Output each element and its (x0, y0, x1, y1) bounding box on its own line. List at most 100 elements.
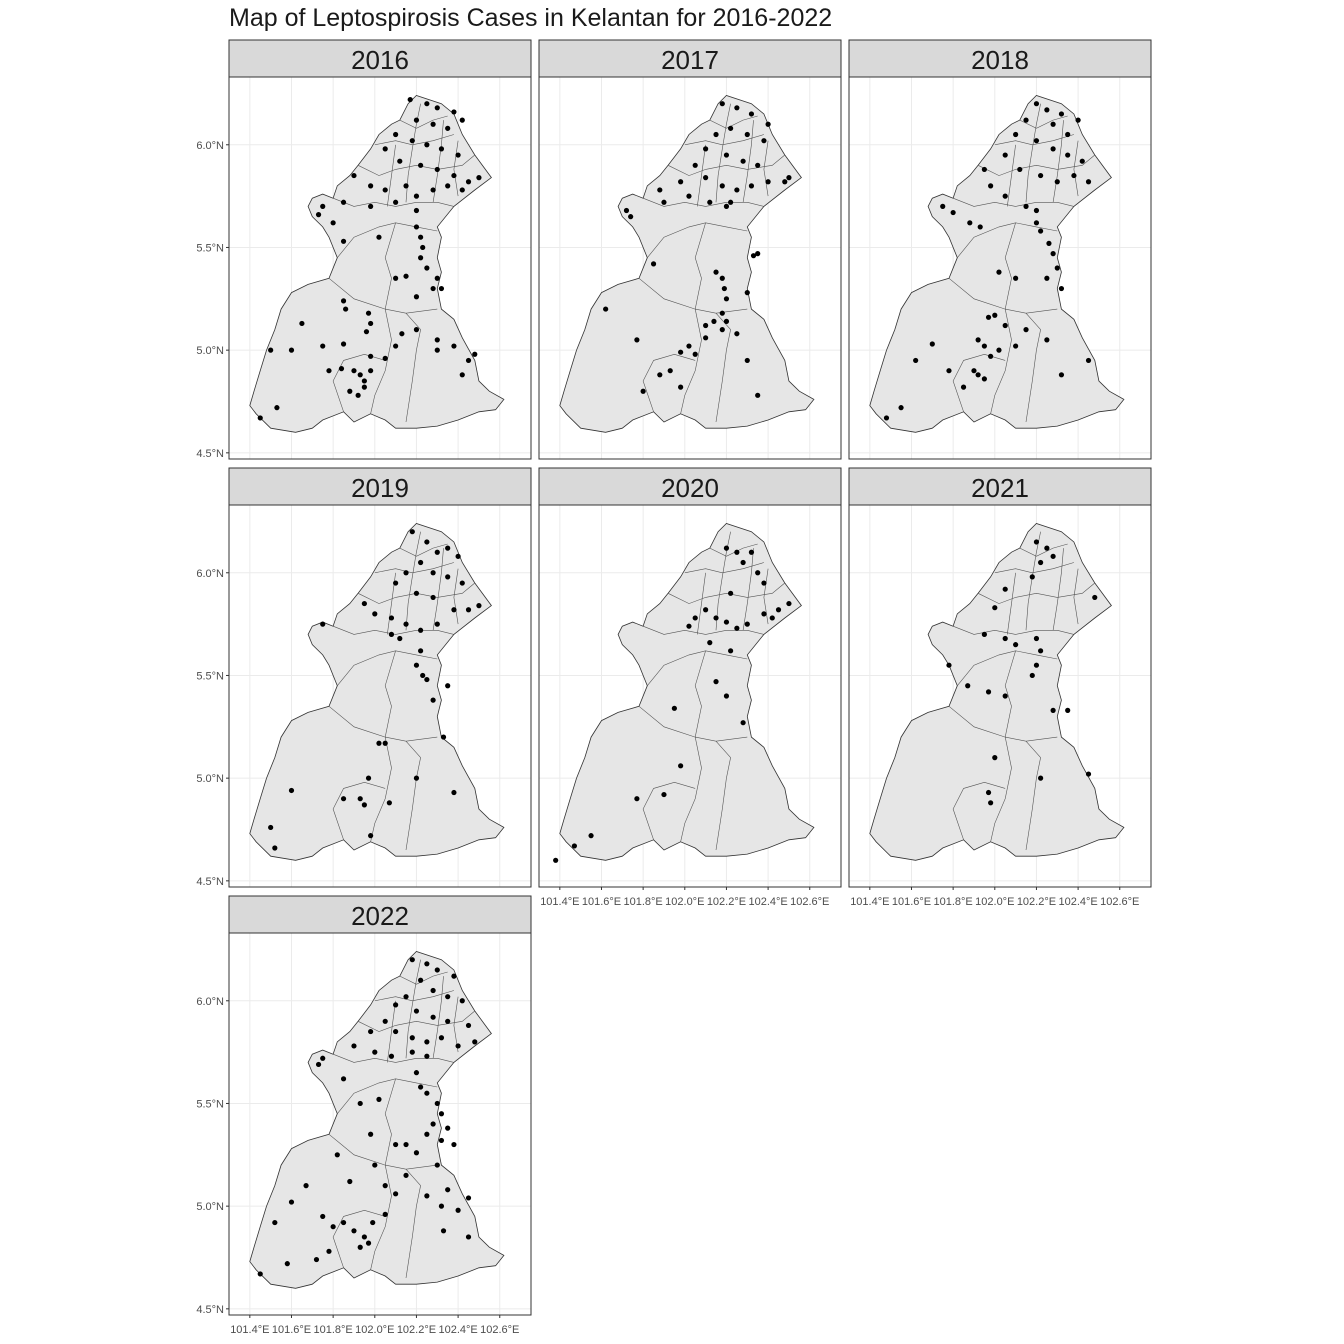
case-point (472, 1039, 478, 1045)
case-point (368, 203, 374, 209)
district-boundary (384, 222, 396, 310)
district-boundary (1019, 115, 1068, 129)
district-boundary (1052, 548, 1064, 631)
case-point (1054, 265, 1060, 271)
case-point (299, 320, 305, 327)
case-point (734, 187, 740, 193)
case-point (692, 351, 698, 357)
case-point (946, 368, 952, 374)
panel-border (228, 932, 532, 1316)
district-boundary (1019, 543, 1068, 557)
case-point (755, 162, 761, 168)
panel-border (848, 76, 1152, 460)
case-point (330, 220, 336, 226)
district-boundary (977, 582, 1095, 604)
case-point (769, 615, 775, 621)
case-point (424, 539, 430, 545)
case-point (1085, 179, 1092, 185)
case-point (413, 224, 420, 230)
case-point (661, 791, 667, 798)
case-point (382, 1183, 388, 1189)
case-point (981, 631, 987, 637)
case-point (409, 529, 415, 535)
case-point (268, 347, 274, 353)
case-point (451, 789, 457, 796)
case-point (370, 1219, 376, 1226)
case-point (723, 545, 730, 551)
case-point (424, 1053, 430, 1059)
district-boundary (742, 548, 754, 631)
case-point (455, 1043, 461, 1049)
case-point (434, 967, 440, 973)
y-tick-label: 6.0°N (196, 996, 224, 1008)
case-point (320, 1055, 326, 1061)
case-point (418, 1084, 424, 1090)
case-point (692, 162, 698, 168)
district-boundary (332, 1053, 454, 1063)
case-point (703, 175, 709, 181)
district-boundary (1007, 572, 1016, 635)
case-point (553, 857, 559, 863)
case-point (424, 676, 430, 683)
case-point (992, 755, 998, 761)
case-point (340, 796, 347, 802)
case-point (782, 179, 788, 185)
district-boundary (990, 309, 1012, 414)
case-point (640, 388, 646, 394)
case-point (748, 183, 755, 189)
district-boundary (994, 562, 1074, 574)
case-point (723, 296, 730, 302)
case-point (347, 1178, 353, 1185)
case-point (588, 833, 594, 839)
case-point (750, 253, 757, 259)
case-point (755, 251, 761, 257)
district-boundary (647, 650, 748, 686)
x-tick-label: 102.6°E (480, 1324, 519, 1336)
case-point (393, 131, 399, 138)
case-point (1002, 152, 1008, 158)
case-point (913, 357, 919, 364)
case-point (455, 553, 461, 559)
case-point (445, 1125, 451, 1131)
case-point (734, 549, 740, 555)
district-boundary (1007, 144, 1016, 207)
case-point (388, 1053, 395, 1059)
case-point (351, 1228, 357, 1234)
case-point (719, 310, 725, 316)
x-tick-label: 102.2°E (397, 1324, 436, 1336)
district-boundary (405, 313, 421, 423)
district-boundary (332, 781, 386, 840)
case-point (445, 574, 451, 580)
case-point (1033, 635, 1040, 642)
district-boundary (680, 737, 702, 842)
case-point (703, 607, 709, 613)
district-boundary (694, 222, 706, 310)
district-boundary (357, 1010, 475, 1032)
case-point (985, 689, 992, 695)
case-point (403, 273, 409, 279)
case-point (434, 1100, 440, 1107)
case-point (1065, 707, 1071, 713)
district-boundary (709, 115, 758, 129)
case-point (703, 335, 709, 341)
case-point (438, 1203, 445, 1209)
case-point (413, 207, 420, 214)
facet-strip-label: 2019 (351, 473, 409, 503)
case-point (326, 368, 332, 374)
case-point (734, 105, 740, 111)
case-point (898, 405, 904, 411)
case-point (430, 570, 436, 576)
case-point (1065, 131, 1071, 138)
case-point (368, 833, 374, 839)
district-boundary (957, 222, 1058, 258)
case-point (424, 1039, 430, 1045)
case-point (288, 787, 295, 794)
case-point (744, 621, 750, 627)
case-point (320, 1213, 326, 1220)
district-boundary (642, 197, 764, 207)
x-tick-label: 101.8°E (624, 896, 663, 908)
case-point (388, 615, 395, 621)
case-point (755, 570, 761, 576)
case-point (740, 720, 746, 726)
